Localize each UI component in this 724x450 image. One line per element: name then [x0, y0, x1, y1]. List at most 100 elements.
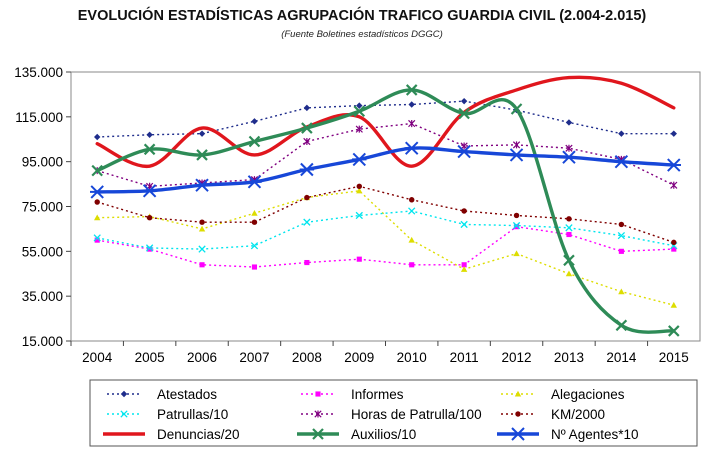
data-point: [618, 288, 625, 295]
legend-marker: [314, 410, 322, 418]
series-atestados: [94, 97, 677, 141]
x-tick-label: 2004: [82, 350, 113, 365]
y-tick-label: 15.000: [22, 334, 63, 349]
data-point: [460, 220, 468, 229]
legend-label: Auxilios/10: [351, 427, 416, 442]
data-point: [566, 216, 572, 222]
data-point: [617, 231, 626, 240]
data-point: [301, 122, 313, 134]
data-point: [668, 325, 680, 337]
data-point: [513, 250, 520, 257]
data-point: [615, 319, 628, 332]
data-point: [666, 158, 681, 172]
data-point: [670, 181, 678, 189]
y-tick-label: 55.000: [22, 244, 63, 259]
data-point: [461, 208, 467, 214]
data-point: [509, 148, 524, 162]
data-point: [194, 178, 210, 192]
data-point: [461, 262, 467, 268]
legend-label: Denuncias/20: [157, 427, 240, 442]
data-point: [94, 214, 101, 221]
data-point: [408, 119, 416, 128]
data-point: [404, 141, 419, 155]
series-informes: [94, 224, 677, 270]
data-point: [251, 118, 258, 125]
data-point: [251, 210, 258, 216]
y-tick-label: 115.000: [15, 110, 63, 125]
data-point: [142, 184, 157, 198]
data-point: [93, 234, 101, 242]
data-point: [563, 254, 575, 267]
legend-item: Informes: [301, 387, 404, 402]
series-denuncias-20: [95, 75, 676, 168]
x-tick-label: 2008: [292, 350, 322, 365]
legend-marker: [312, 428, 324, 440]
series-n-agentes-10: [90, 141, 681, 199]
data-point: [145, 244, 154, 252]
data-point: [353, 105, 366, 118]
data-point: [460, 266, 468, 272]
legend-item: Auxilios/10: [297, 427, 416, 442]
data-point: [303, 218, 311, 226]
data-point: [94, 199, 100, 205]
x-tick-label: 2009: [344, 350, 374, 365]
chart-title: EVOLUCIÓN ESTADÍSTICAS AGRUPACIÓN TRAFIC…: [77, 8, 647, 24]
data-point: [356, 183, 363, 190]
x-tick-label: 2012: [502, 350, 532, 365]
data-point: [408, 197, 415, 203]
legend-label: Horas de Patrulla/100: [351, 407, 482, 422]
x-tick-label: 2015: [659, 350, 689, 365]
data-point: [356, 102, 363, 109]
y-tick-label: 95.000: [22, 155, 63, 170]
data-point: [510, 103, 523, 115]
data-point: [458, 107, 470, 120]
data-point: [513, 224, 520, 230]
data-point: [565, 144, 573, 152]
data-point: [565, 224, 573, 232]
series-line: [97, 100, 674, 138]
data-point: [94, 133, 101, 141]
data-point: [566, 231, 572, 238]
legend-marker: [515, 411, 521, 417]
data-point: [460, 97, 468, 105]
x-tick-label: 2007: [239, 350, 269, 365]
series-line: [95, 75, 676, 168]
data-point: [251, 264, 258, 270]
x-tick-label: 2006: [187, 350, 217, 365]
data-point: [146, 214, 153, 221]
data-point: [618, 130, 625, 137]
data-point: [251, 219, 258, 225]
data-point: [146, 131, 153, 138]
data-point: [199, 219, 205, 225]
plot-area: [70, 71, 701, 342]
x-tick-label: 2014: [606, 350, 637, 365]
series-patrullas-10: [93, 207, 678, 253]
x-tick-label: 2011: [450, 350, 479, 365]
data-point: [513, 212, 520, 219]
data-point: [90, 185, 105, 199]
data-point: [355, 211, 363, 220]
data-point: [512, 221, 521, 230]
data-point: [248, 135, 261, 148]
data-point: [408, 207, 416, 215]
data-point: [618, 248, 624, 254]
data-point: [409, 262, 415, 268]
legend-item: Patrullas/10: [107, 407, 228, 422]
data-point: [303, 137, 311, 146]
x-tick-label: 2010: [397, 350, 427, 365]
data-point: [199, 262, 205, 268]
data-point: [250, 242, 259, 250]
data-point: [143, 143, 156, 156]
data-point: [356, 256, 362, 262]
series-line: [97, 225, 674, 268]
legend-item: Atestados: [107, 387, 217, 402]
y-tick-label: 35.000: [22, 289, 63, 304]
series-km-2000: [94, 183, 677, 246]
legend-marker: [120, 390, 128, 398]
data-point: [94, 237, 100, 243]
data-point: [198, 245, 206, 253]
data-point: [247, 175, 262, 189]
series-auxilios-10: [91, 84, 680, 337]
legend-marker: [514, 390, 522, 397]
legend-label: Alegaciones: [551, 387, 625, 402]
